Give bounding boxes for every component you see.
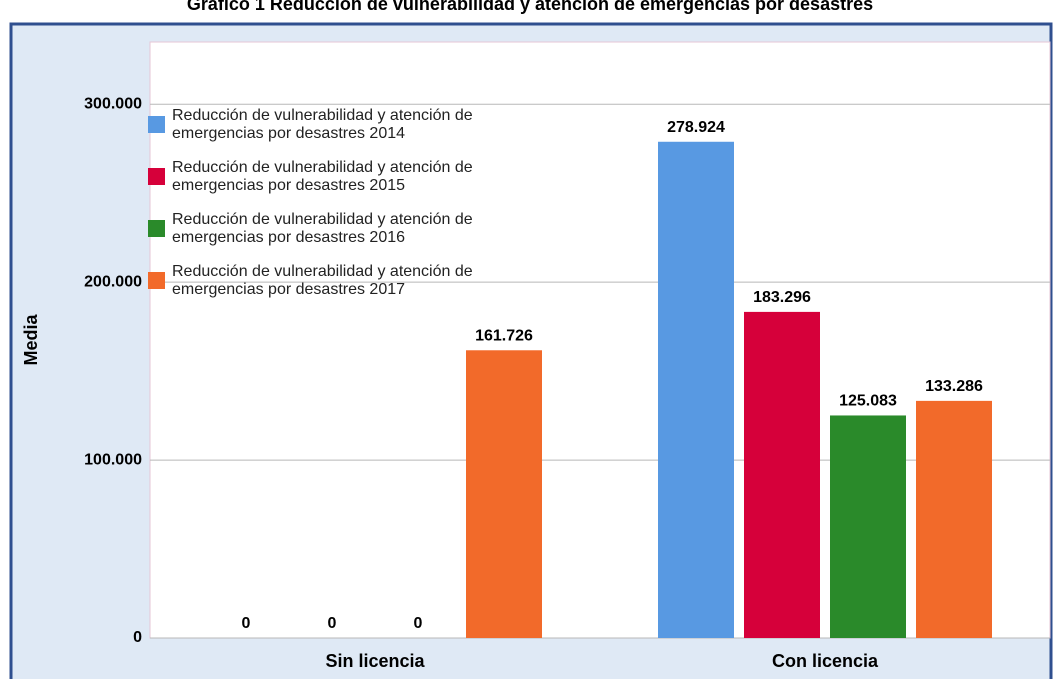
- value-label: 133.286: [925, 378, 983, 395]
- y-tick-label: 100.000: [84, 451, 142, 468]
- x-tick-label: Sin licencia: [325, 651, 425, 671]
- legend-label: Reducción de vulnerabilidad y atención d…: [172, 159, 473, 194]
- value-label: 161.726: [475, 327, 533, 344]
- legend-swatch: [148, 220, 165, 237]
- legend-label: Reducción de vulnerabilidad y atención d…: [172, 211, 473, 246]
- legend-label: Reducción de vulnerabilidad y atención d…: [172, 107, 473, 142]
- legend-label: Reducción de vulnerabilidad y atención d…: [172, 263, 473, 298]
- y-tick-label: 0: [133, 629, 142, 646]
- value-label: 0: [414, 615, 423, 632]
- y-tick-label: 200.000: [84, 273, 142, 290]
- x-tick-label: Con licencia: [772, 651, 879, 671]
- value-label: 125.083: [839, 393, 897, 410]
- value-label: 183.296: [753, 289, 811, 306]
- bar: [466, 350, 542, 638]
- y-axis-label: Media: [21, 314, 41, 366]
- y-tick-label: 300.000: [84, 95, 142, 112]
- bar: [658, 141, 734, 638]
- chart-title: Gráfico 1 Reducción de vulnerabilidad y …: [187, 0, 873, 14]
- value-label: 0: [328, 615, 337, 632]
- value-label: 0: [242, 615, 251, 632]
- legend-swatch: [148, 116, 165, 133]
- legend-swatch: [148, 168, 165, 185]
- bar: [744, 311, 820, 638]
- bar: [916, 400, 992, 638]
- bar: [830, 415, 906, 638]
- value-label: 278.924: [667, 119, 725, 136]
- legend-swatch: [148, 272, 165, 289]
